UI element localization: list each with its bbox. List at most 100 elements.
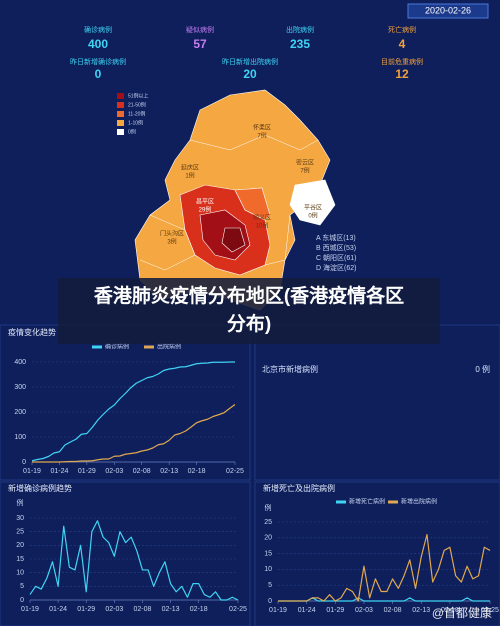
stat-label: 死亡病例	[388, 25, 416, 34]
x-tick-label: 02-18	[441, 607, 459, 614]
stat-label: 目前危重病例	[381, 57, 423, 66]
x-tick-label: 02-03	[105, 468, 123, 475]
y-tick-label: 0	[22, 459, 26, 466]
y-tick-label: 0	[268, 598, 272, 605]
legend-swatch	[117, 129, 124, 135]
district-count: 7例	[257, 132, 266, 140]
map-border	[139, 214, 196, 271]
district-key: D 海淀区(62)	[316, 263, 356, 272]
legend-swatch	[336, 500, 346, 504]
legend-label: 新增出院病例	[401, 498, 437, 506]
stat-value: 12	[395, 67, 409, 81]
legend-label: 出院病例	[157, 343, 181, 351]
stat-label: 昨日新增确诊病例	[70, 57, 126, 66]
district-count: 3例	[167, 238, 176, 246]
stat-value: 57	[193, 37, 207, 51]
x-tick-label: 01-19	[23, 468, 41, 475]
legend-label: 确诊病例	[105, 343, 129, 351]
x-tick-label: 02-13	[412, 607, 430, 614]
x-tick-label: 01-29	[326, 607, 344, 614]
stat-label: 出院病例	[286, 25, 314, 34]
series-line	[31, 361, 235, 462]
district-name: 怀柔区	[253, 124, 271, 132]
district-key: C 朝阳区(61)	[316, 253, 356, 262]
overlay-title: 分布)	[227, 312, 271, 335]
x-tick-label: 02-08	[133, 468, 151, 475]
map-border	[189, 134, 319, 151]
map-region	[289, 179, 336, 226]
x-tick-label: 02-13	[162, 606, 180, 613]
x-tick-label: 02-25	[229, 606, 247, 613]
x-tick-label: 02-03	[355, 607, 373, 614]
district-key: A 东城区(13)	[316, 233, 356, 242]
legend-swatch	[388, 500, 398, 504]
stat-value: 4	[399, 37, 406, 51]
x-tick-label: 02-25	[481, 607, 499, 614]
x-tick-label: 02-18	[190, 606, 208, 613]
series-line	[29, 520, 239, 601]
legend-label: 新增死亡病例	[349, 498, 385, 506]
panel	[0, 481, 251, 626]
map-border	[264, 214, 291, 266]
legend-swatch	[144, 345, 154, 349]
legend-swatch	[117, 102, 124, 108]
legend-label: 51例以上	[128, 92, 149, 99]
side-value: 0 例	[475, 364, 490, 374]
district-name: 顺义区	[253, 215, 271, 222]
y-tick-label: 30	[16, 515, 24, 522]
stat-value: 20	[243, 67, 257, 81]
district-count: 7例	[300, 167, 309, 175]
y-tick-label: 10	[264, 566, 272, 573]
x-tick-label: 02-03	[105, 606, 123, 613]
x-tick-label: 02-25	[226, 468, 244, 475]
district-name: 密云区	[296, 159, 314, 167]
district-count: 1例	[185, 172, 194, 180]
y-tick-label: 400	[14, 359, 26, 366]
y-tick-label: 20	[16, 542, 24, 549]
district-count: 10例	[256, 222, 269, 230]
stat-value: 235	[290, 37, 310, 51]
x-tick-label: 01-24	[50, 468, 68, 475]
y-axis-label: 例	[17, 498, 24, 507]
district-name: 平谷区	[304, 204, 322, 212]
legend-label: 1-10例	[128, 119, 143, 126]
y-tick-label: 20	[264, 535, 272, 542]
legend-label: 21-50例	[128, 101, 146, 108]
overlay-title: 香港肺炎疫情分布地区(香港疫情各区	[93, 284, 404, 307]
overlay-box	[58, 278, 440, 344]
x-tick-label: 01-29	[77, 606, 95, 613]
x-tick-label: 01-19	[21, 606, 39, 613]
y-tick-label: 10	[16, 570, 24, 577]
district-name: 门头沟区	[160, 230, 184, 238]
district-name: 延庆区	[181, 164, 199, 172]
y-tick-label: 100	[14, 434, 26, 441]
district-key: B 西城区(53)	[316, 244, 356, 252]
x-tick-label: 01-19	[269, 607, 287, 614]
district-count: 0例	[308, 212, 317, 220]
map-region	[234, 187, 271, 221]
y-tick-label: 5	[268, 582, 272, 589]
chart-title: 新增确诊病例趋势	[8, 483, 72, 493]
side-label: 北京市新增病例	[262, 364, 318, 374]
legend-swatch	[117, 93, 124, 99]
y-tick-label: 15	[16, 556, 24, 563]
y-tick-label: 25	[16, 529, 24, 536]
stat-value: 400	[88, 37, 108, 51]
x-tick-label: 01-24	[298, 607, 316, 614]
stat-value: 0	[95, 67, 102, 81]
chart-title: 新增死亡及出院病例	[263, 483, 335, 493]
date: 2020-02-26	[425, 5, 471, 15]
x-tick-label: 02-18	[188, 468, 206, 475]
legend-swatch	[117, 111, 124, 117]
y-tick-label: 300	[14, 384, 26, 391]
legend-label: 0例	[128, 128, 136, 135]
series-line	[32, 404, 236, 463]
x-tick-label: 02-08	[384, 607, 402, 614]
watermark: @首都健康	[432, 605, 492, 620]
y-tick-label: 15	[264, 550, 272, 557]
series-line	[278, 534, 491, 602]
date-box	[407, 3, 489, 19]
map: 51例以上21-50例11-20例1-10例0例延庆区1例怀柔区7例密云区7例平…	[117, 89, 356, 311]
y-tick-label: 200	[14, 409, 26, 416]
